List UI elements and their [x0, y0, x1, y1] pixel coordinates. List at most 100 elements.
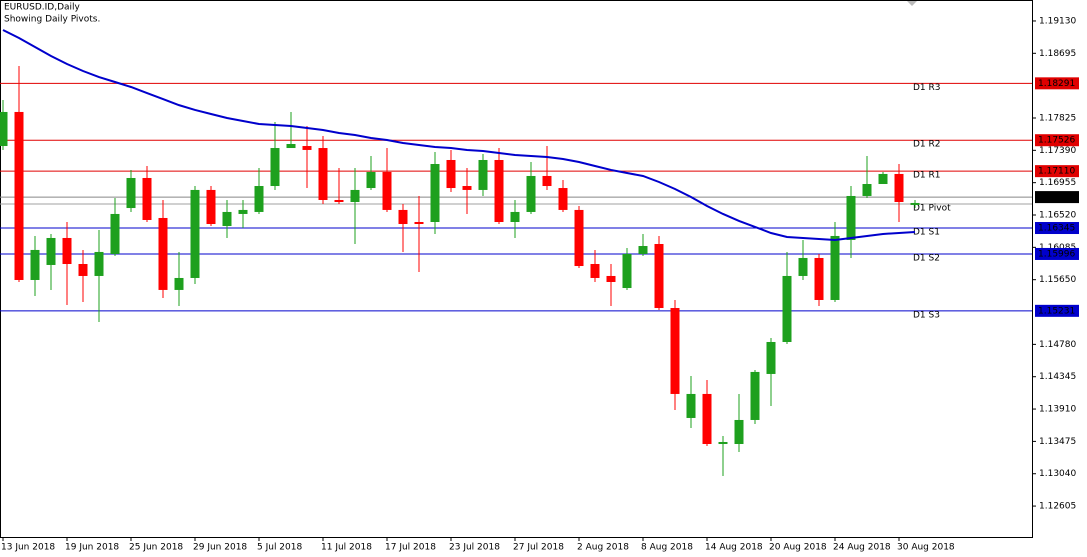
candle-body: [334, 199, 344, 202]
candle-body: [286, 144, 296, 149]
pivot-name: D1 R1: [913, 171, 941, 181]
candle-body: [590, 264, 600, 278]
candle-body: [190, 189, 200, 278]
x-tick-label: 24 Aug 2018: [833, 543, 891, 553]
candle-body: [110, 213, 120, 254]
pivot-name: D1 R2: [913, 140, 941, 150]
candle-body: [542, 175, 552, 187]
price-label: 1.16345: [1038, 224, 1075, 234]
pivot-name: D1 S1: [913, 228, 940, 238]
candle-body: [382, 171, 392, 210]
y-tick-label: 1.14780: [1039, 340, 1076, 350]
candle-body: [638, 246, 648, 254]
candle-body: [126, 177, 136, 209]
x-tick-label: 14 Aug 2018: [705, 543, 763, 553]
price-label-bg: [1035, 222, 1079, 235]
candle-body: [158, 217, 168, 290]
candle-body: [206, 189, 216, 225]
price-label-bg: [1035, 165, 1079, 178]
candle-body: [558, 188, 568, 210]
y-tick-label: 1.14345: [1039, 372, 1076, 382]
candle-body: [910, 202, 920, 205]
candle-body: [238, 209, 248, 214]
chart-title: EURUSD.ID,Daily: [4, 3, 81, 13]
candle-body: [782, 275, 792, 342]
y-tick-label: 1.16085: [1039, 243, 1076, 253]
plot-frame: [0, 0, 1033, 538]
candle-body: [414, 221, 424, 225]
candle-body: [478, 159, 488, 190]
candle-body: [62, 237, 72, 265]
candle-body: [222, 211, 232, 227]
price-label-bg: [1035, 77, 1079, 90]
x-tick-label: 25 Jun 2018: [129, 543, 183, 553]
y-tick-label: 1.17825: [1039, 113, 1076, 123]
candle-body: [270, 148, 280, 187]
candle-body: [846, 195, 856, 240]
candle-body: [750, 371, 760, 420]
candle-body: [350, 189, 360, 202]
pivot-name: D1 S3: [913, 310, 940, 320]
y-tick-label: 1.17390: [1039, 146, 1076, 156]
candle-body: [94, 251, 104, 276]
candle-body: [814, 257, 824, 300]
candle-body: [254, 186, 264, 212]
candle-body: [142, 177, 152, 220]
candle-body: [494, 159, 504, 222]
candle-body: [862, 184, 872, 196]
chart-subtitle: Showing Daily Pivots.: [4, 15, 100, 25]
pivot-name: D1 Pivot: [913, 204, 951, 214]
candle-body: [510, 211, 520, 222]
candle-body: [830, 235, 840, 300]
pivot-name: D1 R3: [913, 83, 941, 93]
y-tick-label: 1.16520: [1039, 211, 1076, 221]
x-tick-label: 17 Jul 2018: [385, 543, 436, 553]
candle-body: [46, 237, 56, 265]
y-tick-label: 1.12605: [1039, 502, 1076, 512]
candle-body: [430, 164, 440, 222]
x-tick-label: 20 Aug 2018: [769, 543, 827, 553]
candle-body: [78, 264, 88, 276]
x-tick-label: 23 Jul 2018: [449, 543, 500, 553]
current-price-bg: [1035, 191, 1079, 204]
y-tick-label: 1.13910: [1039, 405, 1076, 415]
shift-marker: [907, 1, 917, 6]
candle-body: [30, 249, 40, 280]
candle-body: [670, 308, 680, 394]
candle-body: [174, 277, 184, 290]
candle-body: [606, 275, 616, 282]
candle-body: [398, 209, 408, 225]
price-label: 1.15231: [1038, 306, 1075, 316]
y-tick-label: 1.19130: [1039, 16, 1076, 26]
price-label-bg: [1035, 134, 1079, 147]
y-tick-label: 1.13475: [1039, 437, 1076, 447]
moving-average: [2, 29, 916, 241]
candle-body: [894, 173, 904, 202]
price-label-bg: [1035, 247, 1079, 260]
candle-body: [0, 111, 8, 147]
x-tick-label: 2 Aug 2018: [577, 543, 629, 553]
candle-body: [766, 341, 776, 374]
candle-body: [526, 175, 536, 212]
x-tick-label: 8 Aug 2018: [641, 543, 693, 553]
price-label: 1.15996: [1038, 249, 1075, 259]
price-label-bg: [1035, 304, 1079, 317]
price-label: 1.17526: [1038, 136, 1075, 146]
candle-body: [302, 146, 312, 150]
candle-body: [366, 171, 376, 189]
candle-body: [734, 419, 744, 444]
candle-body: [702, 393, 712, 444]
pivot-name: D1 S2: [913, 253, 940, 263]
x-tick-label: 13 Jun 2018: [1, 543, 55, 553]
y-tick-label: 1.18695: [1039, 49, 1076, 59]
y-tick-label: 1.13040: [1039, 469, 1076, 479]
candle-body: [878, 173, 888, 185]
x-tick-label: 19 Jun 2018: [65, 543, 119, 553]
x-tick-label: 27 Jul 2018: [513, 543, 564, 553]
candle-body: [574, 209, 584, 267]
candle-body: [462, 186, 472, 190]
candle-body: [686, 393, 696, 418]
candle-body: [318, 148, 328, 200]
candle-body: [622, 253, 632, 289]
